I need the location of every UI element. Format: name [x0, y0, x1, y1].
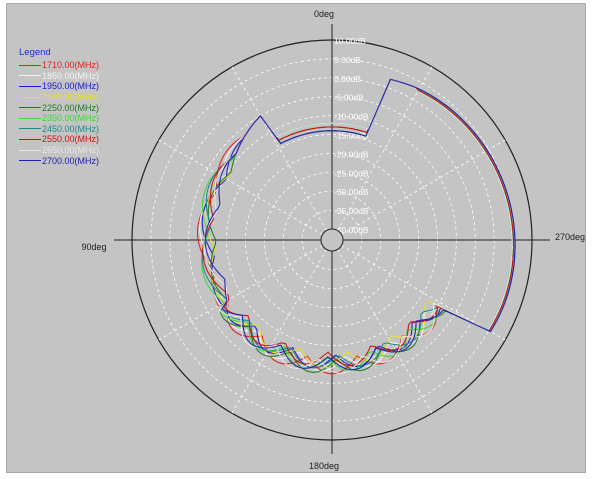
series-line	[203, 78, 513, 375]
grid-spoke	[337, 249, 433, 414]
legend-swatch	[19, 149, 41, 151]
legend-label: 2450.00(MHz)	[42, 123, 100, 134]
legend-label: 1850.00(MHz)	[42, 70, 100, 81]
grid-spoke	[158, 139, 323, 235]
legend-item: 2100.00(MHz)	[19, 92, 129, 103]
legend-label: 2350.00(MHz)	[42, 113, 100, 124]
radial-tick-label: -25.00dB	[334, 168, 369, 178]
legend-item: 2250.00(MHz)	[19, 102, 129, 113]
radial-tick-label: -20.00dB	[334, 149, 369, 159]
grid-spoke	[337, 66, 433, 231]
legend-item: 2700.00(MHz)	[19, 155, 129, 166]
polar-chart: 0deg 90deg 180deg 270deg 10.00dB 5.00dB 0.…	[81, 9, 585, 471]
polar-grid	[114, 24, 550, 454]
legend-label: 2100.00(MHz)	[42, 92, 100, 103]
legend-item: 2650.00(MHz)	[19, 145, 129, 156]
legend-items: 1710.00(MHz) 1850.00(MHz) 1950.00(MHz) 2100…	[19, 60, 129, 166]
angle-labels: 0deg 90deg 180deg 270deg	[81, 9, 585, 471]
angle-label-90: 90deg	[81, 242, 106, 252]
legend-swatch	[19, 117, 41, 119]
angle-label-270: 270deg	[555, 232, 585, 242]
legend-swatch	[19, 107, 41, 109]
series-line	[202, 78, 515, 367]
radial-tick-label: 5.00dB	[334, 55, 361, 65]
radial-tick-label: -15.00dB	[334, 131, 369, 141]
center-hole	[320, 228, 344, 252]
legend-item: 1950.00(MHz)	[19, 81, 129, 92]
legend-label: 1950.00(MHz)	[42, 81, 100, 92]
series-line	[204, 78, 516, 371]
radial-tick-label: 0.00dB	[334, 74, 361, 84]
radial-tick-label: -5.00dB	[334, 93, 364, 103]
legend-label: 1710.00(MHz)	[42, 60, 100, 71]
legend-swatch	[19, 160, 41, 162]
legend-item: 2550.00(MHz)	[19, 134, 129, 145]
grid-spoke	[158, 245, 323, 341]
legend-item: 1850.00(MHz)	[19, 71, 129, 82]
polar-plot-panel: 0deg 90deg 180deg 270deg 10.00dB 5.00dB 0.…	[6, 3, 586, 473]
radial-tick-label: 10.00dB	[334, 36, 366, 46]
legend: Legend 1710.00(MHz) 1850.00(MHz) 1950.00(M…	[19, 48, 129, 166]
legend-item: 2350.00(MHz)	[19, 113, 129, 124]
legend-swatch	[19, 96, 41, 98]
legend-label: 2650.00(MHz)	[42, 145, 100, 156]
legend-label: 2550.00(MHz)	[42, 134, 100, 145]
radial-tick-label: -40.00dB	[334, 225, 369, 235]
legend-label: 2700.00(MHz)	[42, 155, 100, 166]
legend-swatch	[19, 128, 41, 130]
radial-tick-labels: 10.00dB 5.00dB 0.00dB -5.00dB -10.00dB -15.00…	[334, 36, 369, 235]
legend-swatch	[19, 85, 41, 87]
grid-spoke	[341, 139, 506, 235]
legend-swatch	[19, 75, 41, 77]
legend-swatch	[19, 64, 41, 66]
angle-label-180: 180deg	[309, 461, 339, 471]
legend-swatch	[19, 138, 41, 140]
radial-tick-label: -10.00dB	[334, 112, 369, 122]
grid-spoke	[341, 245, 506, 341]
radial-tick-label: -35.00dB	[334, 206, 369, 216]
angle-label-0: 0deg	[314, 9, 334, 19]
legend-item: 1710.00(MHz)	[19, 60, 129, 71]
legend-title: Legend	[19, 47, 51, 58]
grid-spoke	[231, 249, 327, 414]
series-lines	[196, 78, 516, 375]
legend-item: 2450.00(MHz)	[19, 124, 129, 135]
grid-spoke	[231, 66, 327, 231]
radial-tick-label: -30.00dB	[334, 187, 369, 197]
legend-label: 2250.00(MHz)	[42, 102, 100, 113]
